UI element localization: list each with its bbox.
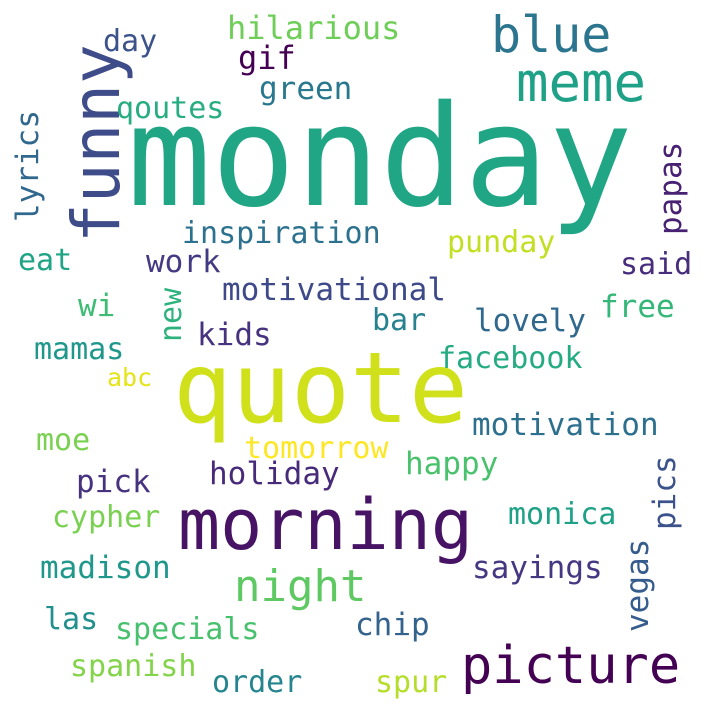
word-kids: kids [197, 317, 272, 353]
word-madison: madison [40, 550, 171, 586]
word-lovely: lovely [474, 303, 586, 339]
word-spur: spur [375, 665, 448, 700]
word-motivational: motivational [222, 272, 446, 308]
word-happy: happy [405, 446, 499, 482]
word-new: new [154, 287, 189, 342]
word-wi: wi [78, 288, 116, 324]
word-qoutes: qoutes [116, 91, 225, 126]
word-holiday: holiday [209, 456, 340, 492]
word-quote: quote [173, 332, 469, 446]
word-punday: punday [447, 225, 556, 260]
word-pick: pick [76, 464, 151, 500]
word-chip: chip [355, 607, 430, 643]
word-order: order [212, 665, 303, 700]
word-sayings: sayings [472, 550, 603, 586]
word-blue: blue [491, 6, 612, 64]
word-said: said [620, 247, 693, 282]
word-motivation: motivation [472, 407, 659, 443]
word-mamas: mamas [34, 332, 125, 367]
word-free: free [600, 289, 675, 325]
word-vegas: vegas [620, 538, 656, 632]
word-morning: morning [178, 484, 474, 566]
word-pics: pics [647, 455, 683, 530]
word-papas: papas [653, 141, 689, 235]
word-facebook: facebook [438, 341, 583, 376]
word-moe: moe [36, 423, 91, 458]
word-night: night [234, 561, 367, 612]
word-gif: gif [238, 39, 296, 77]
word-spanish: spanish [70, 649, 197, 684]
word-monday: monday [127, 76, 633, 239]
word-tomorrow: tomorrow [244, 431, 389, 466]
word-monica: monica [508, 497, 617, 532]
word-lyrics: lyrics [10, 110, 46, 222]
word-abc: abc [107, 363, 153, 392]
word-picture: picture [461, 636, 681, 696]
word-cypher: cypher [52, 500, 161, 535]
word-funny: funny [58, 44, 135, 243]
word-eat: eat [18, 243, 73, 278]
word-specials: specials [115, 612, 260, 647]
word-hilarious: hilarious [227, 9, 401, 47]
word-inspiration: inspiration [182, 216, 381, 251]
word-meme: meme [516, 51, 647, 114]
word-las: las [44, 602, 99, 637]
word-green: green [259, 71, 353, 107]
word-work: work [146, 244, 221, 280]
word-day: day [103, 24, 158, 59]
word-bar: bar [372, 303, 427, 338]
